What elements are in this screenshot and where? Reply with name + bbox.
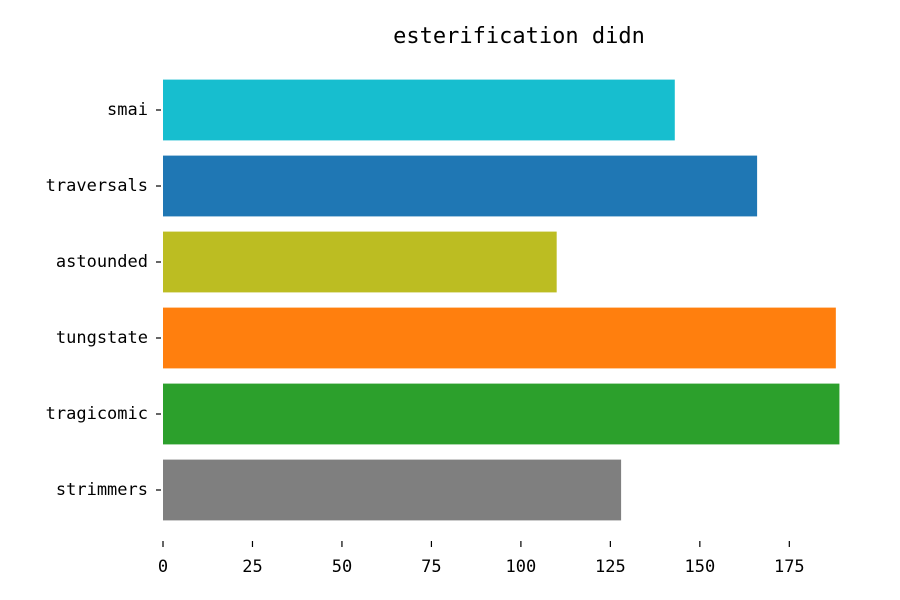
y-tick-label: tungstate	[56, 328, 148, 348]
y-tick-label: astounded	[56, 252, 148, 272]
y-tick-label: traversals	[46, 176, 148, 196]
bar-traversals	[163, 155, 758, 217]
x-tick-label: 125	[595, 557, 626, 577]
x-axis: 0 25 50 75 100 125 150 175	[158, 541, 805, 577]
chart-title: esterification didn	[393, 24, 645, 49]
x-tick-label: 25	[242, 557, 262, 577]
bar-smai	[163, 79, 675, 141]
x-tick-label: 150	[684, 557, 715, 577]
x-tick-label: 75	[421, 557, 441, 577]
bar-tragicomic	[163, 383, 840, 445]
bar-tungstate	[163, 307, 836, 369]
y-tick-label: smai	[107, 100, 148, 120]
bar-astounded	[163, 231, 557, 293]
x-tick-label: 50	[332, 557, 352, 577]
bars-layer	[163, 79, 840, 521]
y-axis: smai traversals astounded tungstate tragicom…	[46, 100, 161, 500]
bar-strimmers	[163, 459, 622, 521]
y-tick-label: strimmers	[56, 480, 148, 500]
y-tick-label: tragicomic	[46, 404, 148, 424]
x-tick-label: 100	[506, 557, 537, 577]
x-tick-label: 175	[774, 557, 805, 577]
x-tick-label: 0	[158, 557, 168, 577]
